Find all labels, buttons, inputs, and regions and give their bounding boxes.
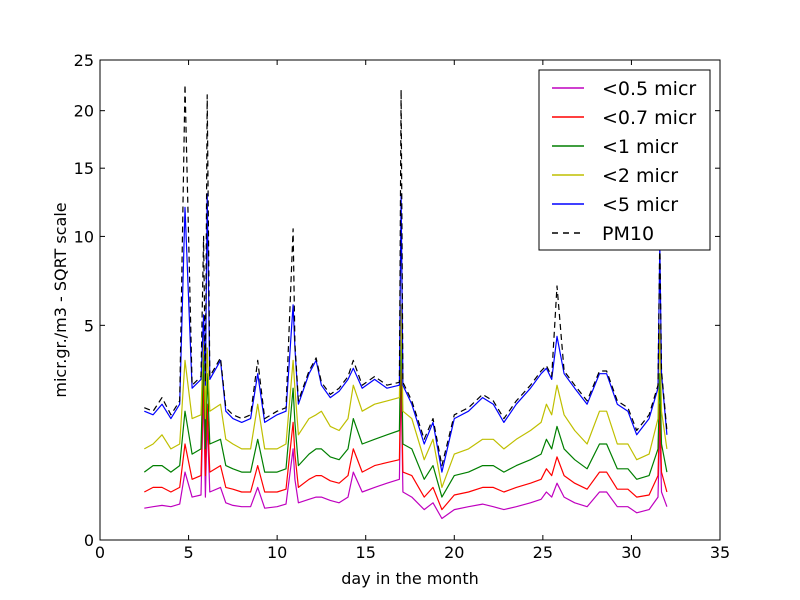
x-tick-label: 25 xyxy=(533,543,553,562)
y-tick-label: 20 xyxy=(74,102,94,121)
series-line-0 xyxy=(144,378,668,520)
series-line-3 xyxy=(144,304,668,488)
y-tick-label: 15 xyxy=(74,159,94,178)
series-layer xyxy=(143,83,668,520)
x-tick-label: 10 xyxy=(267,543,287,562)
plot-frame xyxy=(99,59,721,541)
y-tick-label: 25 xyxy=(74,51,94,70)
series-line-4 xyxy=(144,193,668,473)
series-line-2 xyxy=(143,324,668,498)
legend-label-1: <0.7 micr xyxy=(602,107,696,129)
legend-label-5: PM10 xyxy=(602,223,654,245)
legend-label-0: <0.5 micr xyxy=(602,78,696,100)
ticks-layer: 0 5 10 15 20 25 30 35 0 5 10 15 20 25 xyxy=(74,51,731,562)
y-tick-label: 10 xyxy=(74,227,94,246)
legend-label-2: <1 micr xyxy=(602,136,678,158)
x-tick-label: 5 xyxy=(183,543,193,562)
series-line-5 xyxy=(144,83,668,467)
x-axis-title: day in the month xyxy=(341,569,478,588)
y-tick-label: 5 xyxy=(84,316,94,335)
legend-label-3: <2 micr xyxy=(602,165,678,187)
legend-frame xyxy=(538,69,711,251)
legend-label-4: <5 micr xyxy=(602,194,678,216)
x-tick-label: 30 xyxy=(621,543,641,562)
y-axis-title: micr.gr./m3 - SQRT scale xyxy=(51,202,70,397)
series-line-1 xyxy=(144,359,668,511)
y-tick-label: 0 xyxy=(84,531,94,550)
x-tick-label: 20 xyxy=(444,543,464,562)
legend: <0.5 micr <0.7 micr <1 micr <2 micr <5 micr P… xyxy=(538,69,711,251)
x-tick-label: 15 xyxy=(356,543,376,562)
x-tick-label: 35 xyxy=(710,543,730,562)
x-tick-label: 0 xyxy=(95,543,105,562)
